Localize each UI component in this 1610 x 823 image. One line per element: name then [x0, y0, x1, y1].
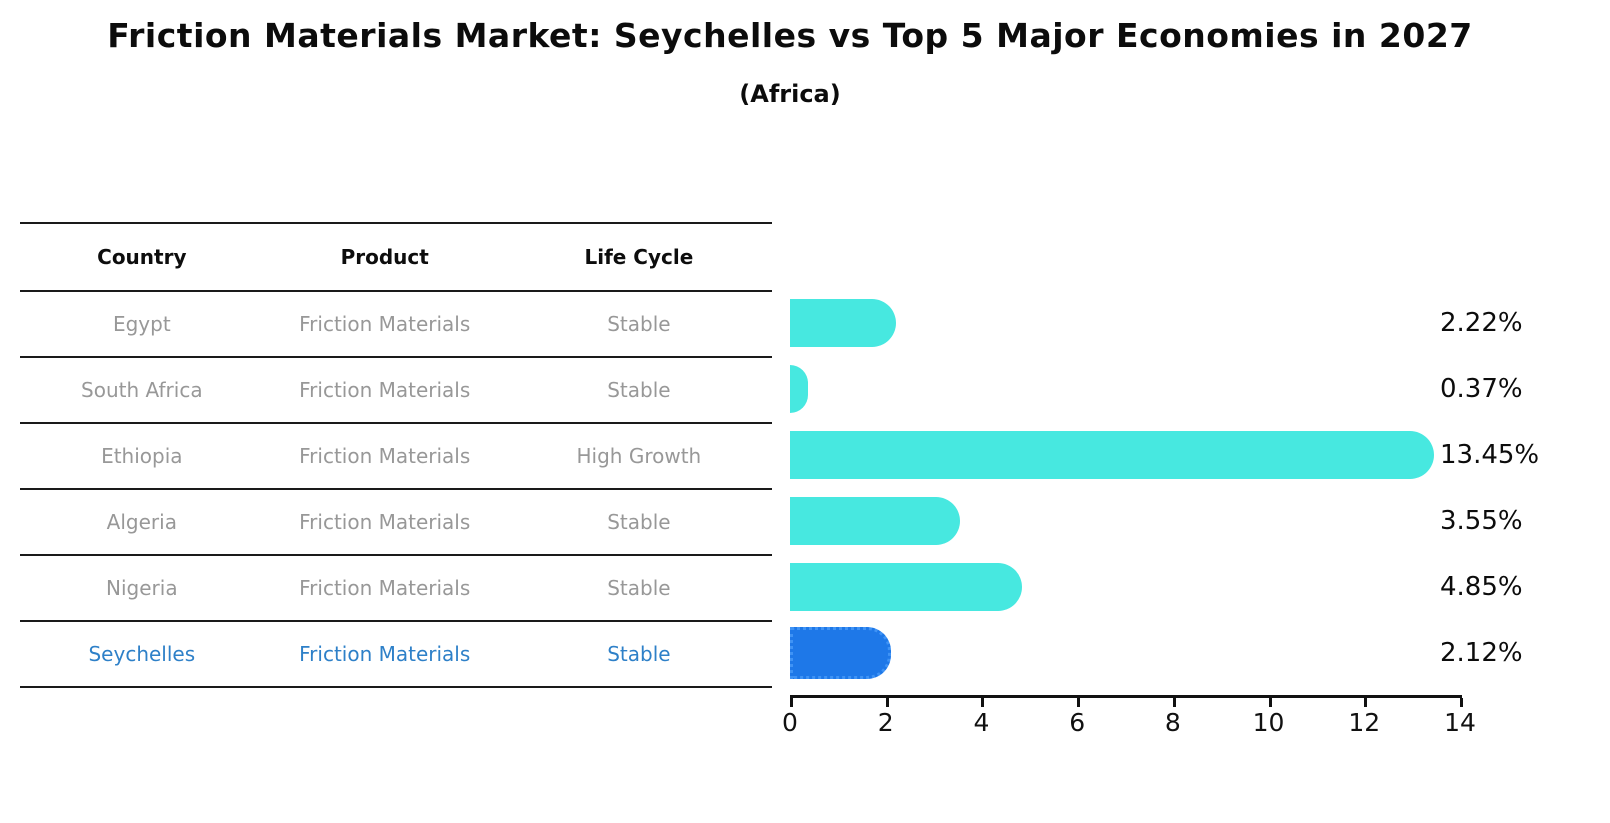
table-cell-life_cycle: Stable	[607, 312, 671, 336]
table-cell-life_cycle: Stable	[607, 642, 671, 666]
x-tick-mark	[885, 698, 889, 707]
table-cell-country: South Africa	[81, 378, 203, 402]
bar	[790, 299, 897, 347]
table-cell-product: Friction Materials	[299, 444, 471, 468]
x-tick-mark	[1364, 698, 1368, 707]
bar	[790, 431, 1434, 479]
x-axis-line	[790, 695, 1462, 698]
x-tick-label: 6	[1069, 708, 1086, 737]
x-tick-label: 14	[1444, 708, 1476, 737]
x-tick-mark	[1460, 698, 1463, 707]
table-row: Egypt Friction Materials Stable	[20, 292, 772, 358]
chart-title: Friction Materials Market: Seychelles vs…	[107, 16, 1473, 55]
table-cell-product: Friction Materials	[299, 312, 471, 336]
bar-value-label: 2.12%	[1440, 638, 1523, 668]
bar-value-label: 2.22%	[1440, 308, 1523, 338]
x-tick-label: 4	[973, 708, 990, 737]
table-cell-country: Ethiopia	[101, 444, 183, 468]
bar-row	[790, 488, 1470, 554]
bar-seychelles-highlight	[790, 627, 892, 679]
table-cell-product: Friction Materials	[299, 378, 471, 402]
table-cell-product: Friction Materials	[299, 510, 471, 534]
table-header-row: Country Product Life Cycle	[20, 224, 772, 292]
x-tick-label: 12	[1348, 708, 1381, 737]
bar-row	[790, 290, 1470, 356]
table-cell-country: Seychelles	[88, 642, 196, 666]
x-tick-label: 2	[877, 708, 894, 737]
bar-row	[790, 620, 1470, 686]
bar	[790, 563, 1023, 611]
table-header-cell: Life Cycle	[584, 245, 694, 269]
table-header-cell: Product	[340, 245, 429, 269]
table-row: Ethiopia Friction Materials High Growth	[20, 424, 772, 490]
bar-value-label: 3.55%	[1440, 506, 1523, 536]
table-row: Nigeria Friction Materials Stable	[20, 556, 772, 622]
x-tick-mark	[981, 698, 985, 707]
table-cell-product: Friction Materials	[299, 642, 471, 666]
bar-value-label: 4.85%	[1440, 572, 1523, 602]
table-cell-life_cycle: Stable	[607, 510, 671, 534]
bar-value-label: 0.37%	[1440, 374, 1523, 404]
bar	[790, 497, 960, 545]
table-cell-life_cycle: High Growth	[576, 444, 702, 468]
bar-row	[790, 422, 1470, 488]
bar-value-label: 13.45%	[1440, 440, 1540, 470]
table-row: Algeria Friction Materials Stable	[20, 490, 772, 556]
table-header-cell: Country	[97, 245, 187, 269]
table-cell-country: Egypt	[112, 312, 171, 336]
x-tick-mark	[1172, 698, 1176, 707]
bar-row	[790, 554, 1470, 620]
x-tick-mark	[790, 698, 793, 707]
x-tick-mark	[1268, 698, 1272, 707]
table-cell-life_cycle: Stable	[607, 576, 671, 600]
bar	[790, 365, 808, 413]
table-cell-product: Friction Materials	[299, 576, 471, 600]
table-cell-country: Algeria	[106, 510, 177, 534]
table-body: Egypt Friction Materials Stable South Afric…	[20, 292, 772, 688]
x-tick-label: 8	[1164, 708, 1181, 737]
country-table: Country Product Life Cycle Egypt Friction M…	[20, 222, 772, 688]
chart-subtitle: (Africa)	[739, 80, 841, 108]
bar-row	[790, 356, 1470, 422]
x-tick-label: 10	[1252, 708, 1285, 737]
x-tick-label: 0	[782, 708, 798, 737]
table-row: South Africa Friction Materials Stable	[20, 358, 772, 424]
table-cell-life_cycle: Stable	[607, 378, 671, 402]
table-cell-country: Nigeria	[106, 576, 178, 600]
table-row: Seychelles Friction Materials Stable	[20, 622, 772, 688]
x-tick-mark	[1077, 698, 1081, 707]
